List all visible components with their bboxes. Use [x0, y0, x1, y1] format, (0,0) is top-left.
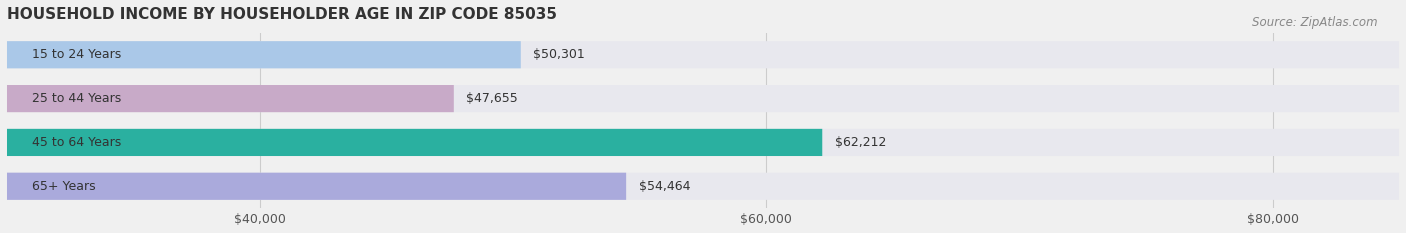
Text: 65+ Years: 65+ Years — [32, 180, 96, 193]
FancyBboxPatch shape — [7, 129, 823, 156]
FancyBboxPatch shape — [7, 129, 1399, 156]
Text: $62,212: $62,212 — [835, 136, 886, 149]
FancyBboxPatch shape — [7, 173, 626, 200]
FancyBboxPatch shape — [7, 41, 1399, 68]
Text: 45 to 64 Years: 45 to 64 Years — [32, 136, 121, 149]
Text: Source: ZipAtlas.com: Source: ZipAtlas.com — [1253, 16, 1378, 29]
Text: $50,301: $50,301 — [533, 48, 585, 61]
Text: 25 to 44 Years: 25 to 44 Years — [32, 92, 121, 105]
Text: 15 to 24 Years: 15 to 24 Years — [32, 48, 121, 61]
FancyBboxPatch shape — [7, 41, 520, 68]
Text: HOUSEHOLD INCOME BY HOUSEHOLDER AGE IN ZIP CODE 85035: HOUSEHOLD INCOME BY HOUSEHOLDER AGE IN Z… — [7, 7, 557, 22]
FancyBboxPatch shape — [7, 85, 1399, 112]
Text: $54,464: $54,464 — [638, 180, 690, 193]
FancyBboxPatch shape — [7, 173, 1399, 200]
FancyBboxPatch shape — [7, 85, 454, 112]
Text: $47,655: $47,655 — [467, 92, 519, 105]
